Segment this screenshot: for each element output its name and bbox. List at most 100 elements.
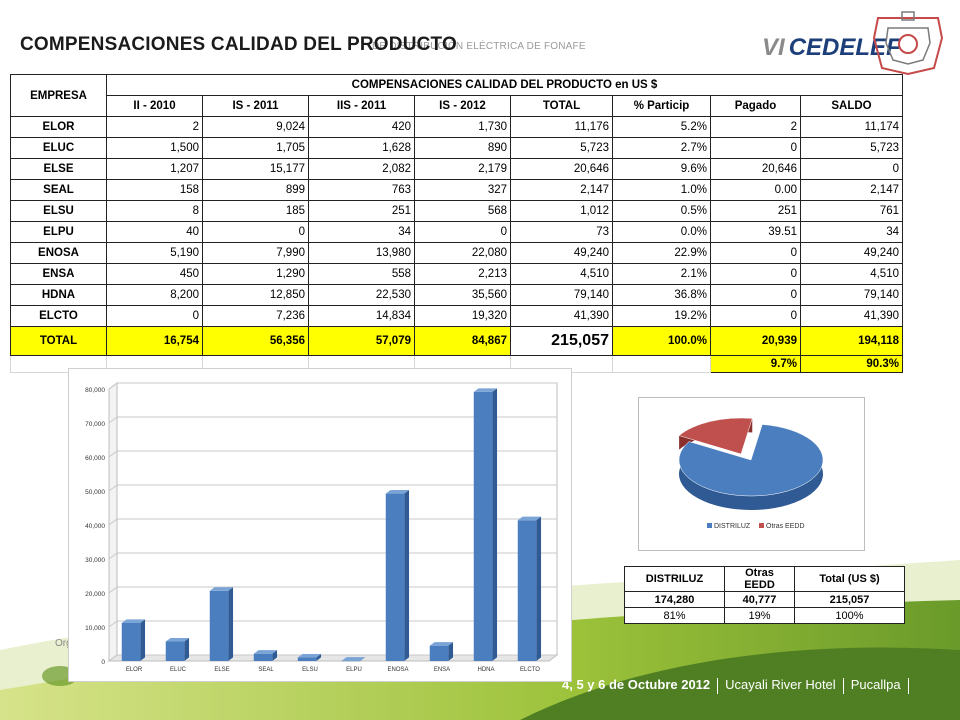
footer-separator	[717, 677, 719, 694]
column-header: IS - 2011	[202, 95, 309, 117]
bar-top	[385, 489, 410, 494]
value-cell: 1,500	[106, 137, 203, 159]
legend-swatch	[759, 523, 764, 528]
footer-event-info: 4, 5 y 6 de Octubre 2012 Ucayali River Ho…	[562, 677, 916, 694]
bar-front	[517, 520, 537, 661]
value-cell: 761	[800, 200, 903, 222]
value-cell: 36.8%	[612, 284, 711, 306]
value-cell: 11,174	[800, 116, 903, 138]
summary-pct-otras: 19%	[724, 607, 795, 624]
value-cell: 5,723	[510, 137, 613, 159]
footer-date: 4, 5 y 6 de Octubre 2012	[562, 677, 711, 692]
table-row: ELUC 1,500 1,705 1,628 890 5,723 2.7% 0 5,723	[10, 137, 903, 159]
empresa-cell: ENOSA	[10, 242, 107, 264]
bar-side	[404, 489, 410, 661]
bar-chart: 0 10,000 20,000 30,000 40,000 50,000 60,000 70,…	[68, 368, 572, 682]
value-cell: 35,560	[414, 284, 511, 306]
empresa-cell: ELSU	[10, 200, 107, 222]
legend-label: DISTRILUZ	[714, 523, 751, 530]
y-tick-label: 0	[101, 659, 105, 666]
summary-pct-total: 100%	[794, 607, 905, 624]
value-cell: 0.5%	[612, 200, 711, 222]
value-cell: 1,012	[510, 200, 613, 222]
summary-header-total: Total (US $)	[794, 566, 905, 592]
column-header: % Particip	[612, 95, 711, 117]
empresa-cell: ENSA	[10, 263, 107, 285]
percent-pagado: 9.7%	[710, 355, 801, 373]
gridline	[108, 382, 557, 390]
value-cell: 13,980	[308, 242, 415, 264]
value-cell: 20,646	[710, 158, 801, 180]
value-cell: 0	[710, 305, 801, 327]
table-row: ENSA 450 1,290 558 2,213 4,510 2.1% 0 4,510	[10, 263, 903, 285]
bar-top	[341, 657, 366, 661]
table-row: ELCTO 0 7,236 14,834 19,320 41,390 19.2% 0 41,39…	[10, 305, 903, 327]
emblem-logo	[872, 11, 944, 76]
x-tick-label: ELSU	[302, 667, 318, 673]
value-cell: 22,530	[308, 284, 415, 306]
bar-top	[473, 388, 498, 392]
bar-top	[121, 619, 146, 624]
empresa-header: EMPRESA	[10, 74, 107, 117]
bar-side	[536, 516, 542, 661]
value-cell: 12,850	[202, 284, 309, 306]
x-tick-label: ELOR	[126, 667, 143, 673]
column-header: IIS - 2011	[308, 95, 415, 117]
column-header: TOTAL	[510, 95, 613, 117]
empresa-cell: HDNA	[10, 284, 107, 306]
value-cell: 185	[202, 200, 309, 222]
value-cell: 19,320	[414, 305, 511, 327]
table-row: ELOR 2 9,024 420 1,730 11,176 5.2% 2 11,174	[10, 116, 903, 138]
footer-venue: Ucayali River Hotel	[725, 677, 836, 692]
table-row: ELPU 40 0 34 0 73 0.0% 39.51 34	[10, 221, 903, 243]
value-cell: 899	[202, 179, 309, 201]
bar-front	[341, 660, 361, 662]
column-header: II - 2010	[106, 95, 203, 117]
gridline	[108, 450, 557, 458]
pie-chart-svg: DISTRILUZ Otras EEDD	[678, 417, 824, 530]
bar-hdna	[473, 388, 498, 661]
bar-side	[448, 642, 454, 661]
value-cell: 2	[106, 116, 203, 138]
column-header: IS - 2012	[414, 95, 511, 117]
value-cell: 0	[106, 305, 203, 327]
bar-eluc	[165, 637, 190, 661]
y-tick-label: 20,000	[85, 591, 105, 598]
y-tick-label: 60,000	[85, 455, 105, 462]
table-row: SEAL 158 899 763 327 2,147 1.0% 0.00 2,147	[10, 179, 903, 201]
bar-top	[165, 637, 190, 642]
x-tick-label: ELUC	[170, 667, 187, 673]
gridline	[108, 552, 557, 560]
bar-front	[429, 645, 449, 661]
x-tick-label: ENSA	[434, 667, 450, 673]
bar-top	[517, 516, 542, 521]
total-value-cell: 20,939	[710, 326, 801, 356]
value-cell: 9,024	[202, 116, 309, 138]
value-cell: 34	[308, 221, 415, 243]
total-value-cell: 194,118	[800, 326, 903, 356]
bar-else	[209, 587, 234, 661]
percent-saldo: 90.3%	[800, 355, 903, 373]
value-cell: 73	[510, 221, 613, 243]
value-cell: 5.2%	[612, 116, 711, 138]
y-tick-label: 40,000	[85, 523, 105, 530]
value-cell: 5,723	[800, 137, 903, 159]
value-cell: 0	[202, 221, 309, 243]
bar-front	[121, 623, 141, 661]
bar-side	[184, 637, 190, 661]
empresa-cell: ELPU	[10, 221, 107, 243]
value-cell: 34	[800, 221, 903, 243]
gridline	[108, 654, 557, 662]
empresa-cell: ELOR	[10, 116, 107, 138]
summary-header-otras: Otras EEDD	[724, 566, 795, 592]
table-row: ELSU 8 185 251 568 1,012 0.5% 251 761	[10, 200, 903, 222]
total-value-cell: 215,057	[510, 326, 613, 356]
value-cell: 20,646	[510, 158, 613, 180]
cedelef-logo: VI CEDELEF	[762, 34, 901, 62]
x-tick-label: ENOSA	[387, 667, 408, 673]
empresa-cell: SEAL	[10, 179, 107, 201]
column-header: SALDO	[800, 95, 903, 117]
footer-separator	[907, 677, 909, 694]
column-header: Pagado	[710, 95, 801, 117]
value-cell: 450	[106, 263, 203, 285]
